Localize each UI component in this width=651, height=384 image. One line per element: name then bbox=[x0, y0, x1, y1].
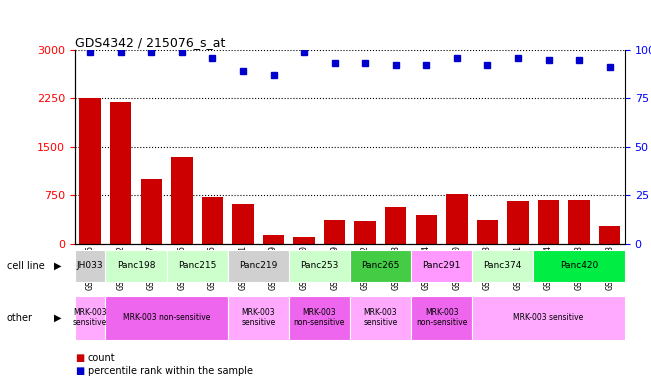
Bar bbox=[289, 296, 350, 340]
Bar bbox=[599, 227, 620, 244]
Text: Panc253: Panc253 bbox=[300, 262, 339, 270]
Bar bbox=[202, 197, 223, 244]
Bar bbox=[232, 204, 254, 244]
Text: percentile rank within the sample: percentile rank within the sample bbox=[88, 366, 253, 376]
Text: MRK-003 non-sensitive: MRK-003 non-sensitive bbox=[123, 313, 210, 322]
Bar bbox=[105, 296, 228, 340]
Bar bbox=[228, 250, 289, 282]
Bar bbox=[411, 250, 472, 282]
Text: ▶: ▶ bbox=[53, 261, 61, 271]
Bar bbox=[350, 250, 411, 282]
Text: Panc215: Panc215 bbox=[178, 262, 216, 270]
Text: MRK-003
sensitive: MRK-003 sensitive bbox=[241, 308, 275, 328]
Bar bbox=[75, 250, 105, 282]
Bar bbox=[568, 200, 590, 244]
Text: MRK-003
sensitive: MRK-003 sensitive bbox=[73, 308, 107, 328]
Text: Panc420: Panc420 bbox=[560, 262, 598, 270]
Bar bbox=[167, 250, 228, 282]
Text: MRK-003
non-sensitive: MRK-003 non-sensitive bbox=[416, 308, 467, 328]
Bar bbox=[472, 250, 533, 282]
Bar bbox=[446, 194, 467, 244]
Text: count: count bbox=[88, 353, 115, 363]
Bar bbox=[415, 215, 437, 244]
Text: Panc291: Panc291 bbox=[422, 262, 461, 270]
Text: ■: ■ bbox=[75, 353, 84, 363]
Text: ▶: ▶ bbox=[53, 313, 61, 323]
Bar bbox=[477, 220, 498, 244]
Text: other: other bbox=[7, 313, 33, 323]
Bar bbox=[507, 201, 529, 244]
Bar bbox=[355, 221, 376, 244]
Text: cell line: cell line bbox=[7, 261, 44, 271]
Text: JH033: JH033 bbox=[77, 262, 104, 270]
Bar bbox=[79, 98, 101, 244]
Text: Panc265: Panc265 bbox=[361, 262, 400, 270]
Bar bbox=[105, 250, 167, 282]
Text: Panc219: Panc219 bbox=[239, 262, 277, 270]
Text: GDS4342 / 215076_s_at: GDS4342 / 215076_s_at bbox=[75, 36, 225, 49]
Text: ■: ■ bbox=[75, 366, 84, 376]
Text: MRK-003 sensitive: MRK-003 sensitive bbox=[514, 313, 584, 322]
Bar bbox=[228, 296, 289, 340]
Bar bbox=[472, 296, 625, 340]
Bar bbox=[75, 296, 105, 340]
Bar bbox=[110, 102, 132, 244]
Bar bbox=[289, 250, 350, 282]
Bar bbox=[294, 237, 315, 244]
Bar bbox=[324, 220, 345, 244]
Bar bbox=[141, 179, 162, 244]
Text: MRK-003
sensitive: MRK-003 sensitive bbox=[363, 308, 398, 328]
Text: Panc374: Panc374 bbox=[484, 262, 522, 270]
Text: MRK-003
non-sensitive: MRK-003 non-sensitive bbox=[294, 308, 345, 328]
Text: Panc198: Panc198 bbox=[117, 262, 155, 270]
Bar bbox=[350, 296, 411, 340]
Bar bbox=[533, 250, 625, 282]
Bar bbox=[411, 296, 472, 340]
Bar bbox=[385, 207, 406, 244]
Bar bbox=[263, 235, 284, 244]
Bar bbox=[538, 200, 559, 244]
Bar bbox=[171, 157, 193, 244]
